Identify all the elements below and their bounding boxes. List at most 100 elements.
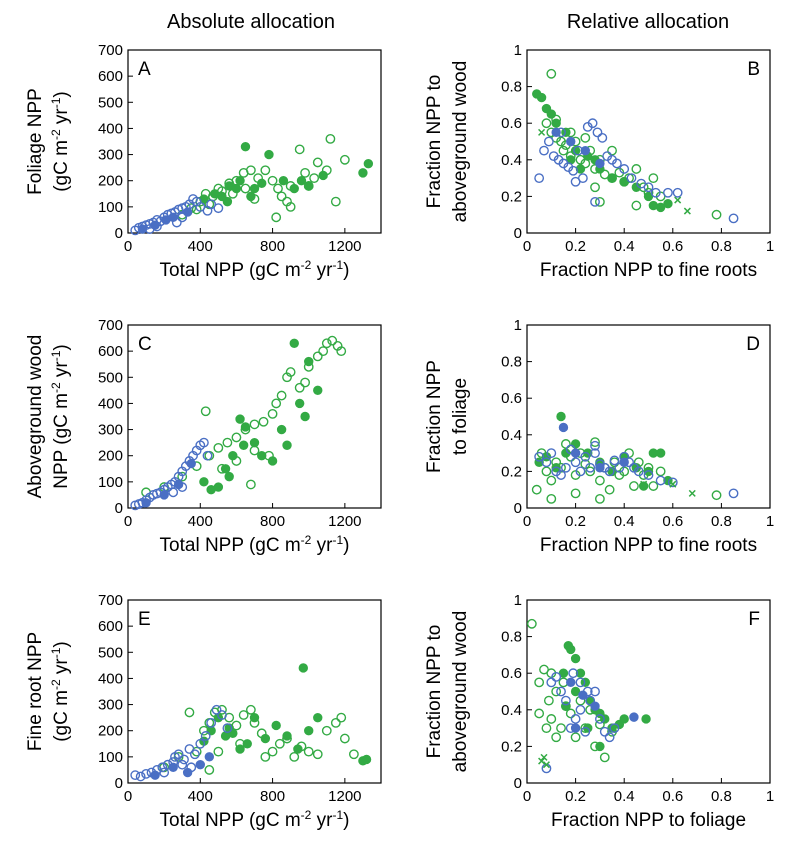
panel-B: B 0 0.2 0.4 0.6 0.8 1 0 0.2 0.4 0.6 0.8 1 Fraction NP… (424, 42, 774, 281)
data-point (217, 710, 227, 720)
data-point (534, 708, 545, 719)
data-point (663, 187, 673, 198)
data-point (199, 477, 209, 487)
panel-E: E 0 100 200 300 400 500 600 700 0 400 800 1200 Total … (25, 592, 382, 831)
data-point (587, 118, 598, 129)
data-point (570, 732, 581, 743)
data-point (168, 762, 178, 773)
y-axis-title-line: Fraction NPP to (424, 75, 445, 209)
data-point (282, 440, 292, 450)
data-point (674, 196, 682, 204)
x-tick-label: 0 (124, 238, 132, 255)
data-point (570, 723, 581, 733)
data-point (285, 367, 296, 377)
data-point (633, 466, 644, 477)
data-point (224, 471, 234, 482)
x-tick-label: 0.4 (614, 788, 635, 805)
y-tick-label: 0.8 (501, 79, 522, 96)
data-point (336, 346, 347, 357)
data-point (526, 618, 537, 629)
data-point (558, 145, 569, 156)
data-point (570, 457, 581, 468)
y-axis-title-line: aboveground wood (450, 611, 471, 773)
data-point (249, 419, 260, 430)
data-point (597, 132, 608, 143)
data-point (206, 717, 217, 728)
column-title-absolute: Absolute allocation (167, 11, 335, 33)
x-tick-label: 800 (260, 238, 285, 255)
data-point (141, 498, 151, 508)
data-point (575, 704, 586, 715)
data-point (542, 761, 550, 769)
data-point (300, 167, 310, 178)
data-point (568, 165, 579, 176)
data-point (293, 744, 303, 754)
x-tick-label: 800 (260, 513, 285, 530)
data-point (650, 187, 661, 198)
x-tick-label: 0.4 (614, 238, 635, 255)
data-point (257, 451, 267, 461)
data-point (556, 686, 566, 697)
data-point (585, 695, 596, 706)
data-point (318, 346, 329, 357)
data-point (358, 168, 368, 178)
data-point (289, 183, 299, 194)
y-tick-label: 0.4 (501, 702, 522, 719)
data-point (595, 741, 605, 752)
data-point (648, 173, 659, 184)
data-point (267, 456, 278, 466)
x-tick-label: 800 (260, 788, 285, 805)
data-point (198, 437, 209, 448)
data-point (150, 770, 160, 780)
x-axis-title: Total NPP (gC m-2 yr-1) (160, 533, 350, 556)
data-point (534, 173, 545, 184)
panel-label: E (138, 609, 151, 630)
y-axis-title-line: Fine root NPP (25, 632, 46, 751)
data-point (240, 422, 251, 432)
data-point (235, 176, 245, 186)
data-point (257, 178, 267, 189)
data-point (604, 466, 615, 477)
data-point (220, 464, 231, 474)
panel-label: B (747, 59, 760, 80)
y-tick-label: 400 (98, 120, 123, 137)
data-point (300, 411, 310, 422)
data-point (629, 712, 639, 722)
y-tick-label: 100 (98, 474, 123, 491)
x-axis-title: Fraction NPP to foliage (551, 810, 746, 831)
data-point (667, 477, 678, 488)
data-point (570, 653, 581, 664)
y-axis-title-line: to foliage (450, 378, 471, 455)
data-point (575, 677, 586, 688)
data-point (303, 746, 314, 757)
data-point (260, 165, 271, 176)
data-point (728, 488, 739, 499)
data-point (300, 377, 310, 388)
data-point (655, 475, 666, 486)
data-point (260, 733, 271, 744)
data-point (612, 158, 622, 169)
data-point (595, 493, 605, 504)
y-tick-label: 0.2 (501, 188, 522, 205)
data-point (556, 723, 566, 733)
data-point (267, 746, 278, 757)
data-point (309, 173, 320, 184)
data-point (614, 462, 625, 473)
data-point (580, 132, 591, 143)
x-axis-title: Total NPP (gC m-2 yr-1) (160, 808, 350, 831)
data-point (543, 695, 554, 706)
data-point (267, 408, 278, 419)
data-point (222, 723, 233, 733)
data-point (556, 411, 566, 422)
data-point (260, 751, 271, 762)
data-point (177, 212, 188, 223)
data-point (590, 701, 600, 711)
data-point (271, 212, 282, 223)
y-tick-label: 400 (98, 670, 123, 687)
y-tick-label: 700 (98, 592, 123, 609)
data-point (541, 118, 552, 129)
data-point (184, 744, 195, 754)
data-point (669, 480, 677, 488)
data-point (619, 457, 629, 467)
